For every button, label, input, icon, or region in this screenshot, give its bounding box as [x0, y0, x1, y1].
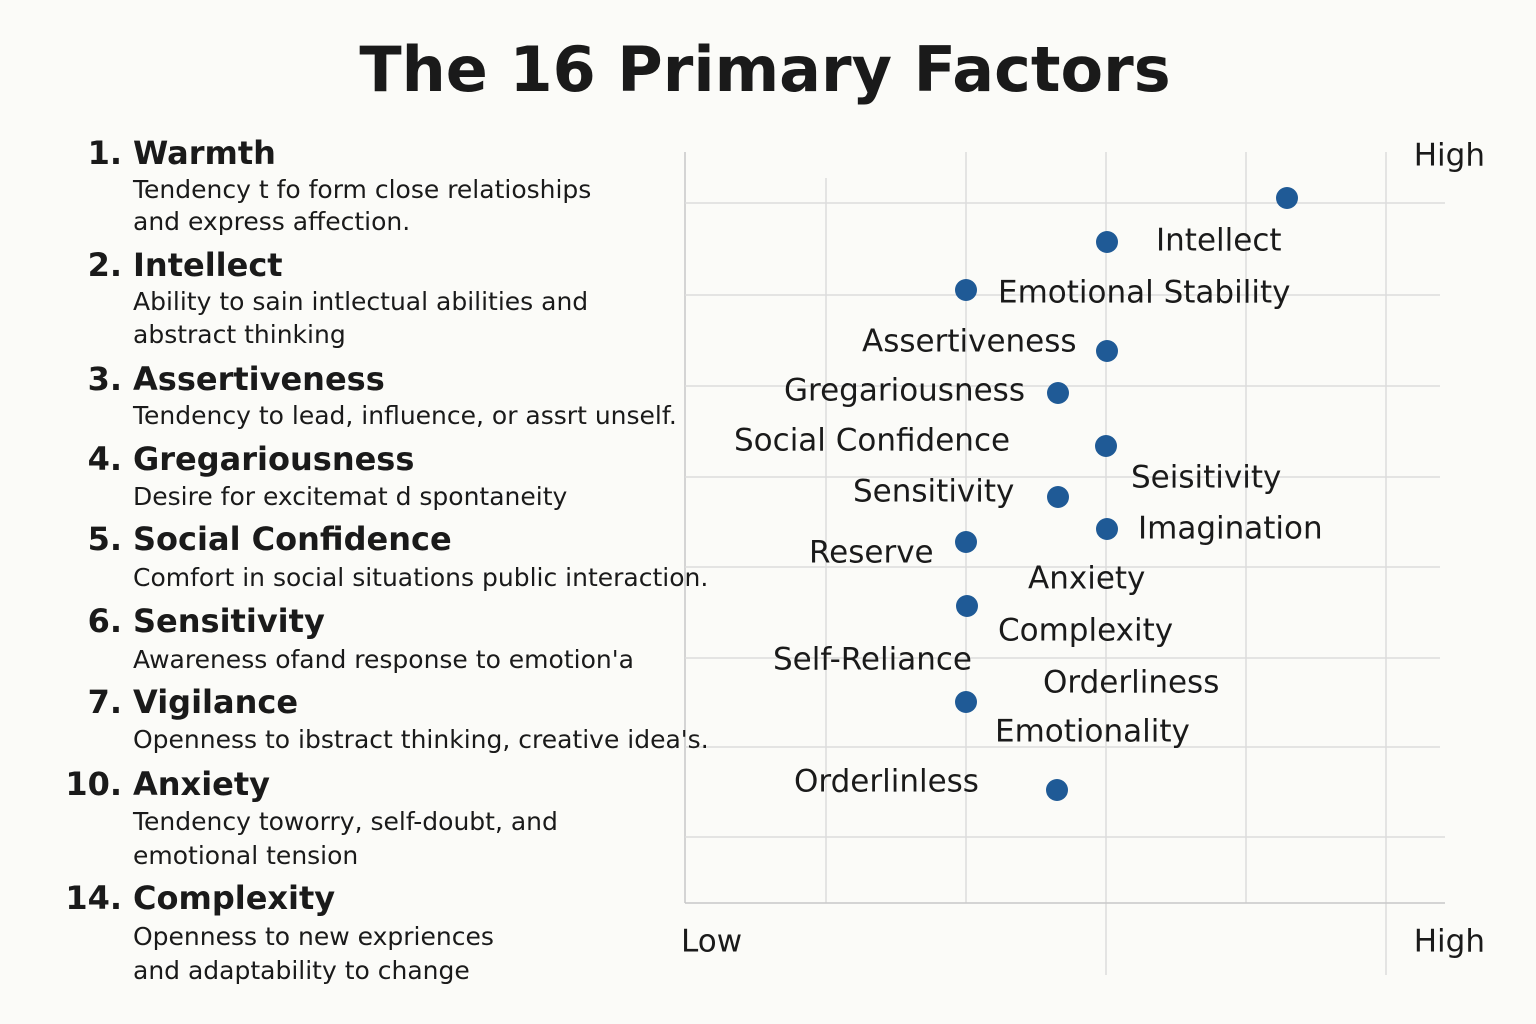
factor-name: Gregariousness: [133, 440, 414, 478]
factor-number: 3.: [88, 360, 122, 398]
factor-name: Vigilance: [133, 683, 298, 721]
point-label: Assertiveness: [862, 324, 1077, 360]
factor-description: Desire for excitemat d spontaneity: [133, 482, 568, 511]
factor-number: 10.: [65, 765, 122, 803]
factor-name: Warmth: [133, 134, 276, 172]
grid: [684, 152, 1445, 975]
factor-name: Anxiety: [133, 765, 270, 803]
factor-description: Comfort in social situations public inte…: [133, 563, 708, 592]
dots: [955, 187, 1298, 801]
factor-description: Ability to sain intlectual abilities and: [133, 287, 588, 316]
factor-description: Tendency t fo form close relatioships: [132, 175, 591, 204]
point-label: Anxiety: [1028, 561, 1145, 597]
point-label: Self-Reliance: [773, 642, 972, 678]
factor-description: Openness to new expriences: [133, 922, 494, 951]
factor-name: Assertiveness: [133, 360, 385, 398]
point-label: Orderliness: [1043, 665, 1219, 701]
point-label: Intellect: [1156, 223, 1282, 259]
point-label: Sensitivity: [853, 474, 1014, 510]
title: The 16 Primary Factors: [359, 33, 1170, 106]
factor-description: Tendency to lead, influence, or assrt un…: [132, 401, 677, 430]
factor-description: Openness to ibstract thinking, creative …: [133, 725, 709, 754]
factor-description: and adaptability to change: [133, 956, 470, 985]
factor-number: 4.: [88, 440, 122, 478]
factor-name: Sensitivity: [133, 602, 325, 640]
factor-number: 1.: [88, 134, 122, 172]
factor-description: Awareness ofand response to emotion'a: [133, 645, 634, 674]
point-label: Social Confidence: [734, 423, 1010, 459]
axis-label: High: [1414, 924, 1485, 960]
point-label: Imagination: [1138, 511, 1323, 547]
factor-number: 14.: [65, 879, 122, 917]
factor-number: 7.: [88, 683, 122, 721]
factor-number: 5.: [88, 520, 122, 558]
point-label: Emotionality: [995, 714, 1190, 750]
point-label: Complexity: [998, 613, 1173, 649]
axis-label: Low: [681, 924, 742, 960]
point-label: Gregariousness: [784, 373, 1025, 409]
factor-description: emotional tension: [133, 841, 358, 870]
factor-description: Tendency toworry, self-doubt, and: [132, 807, 558, 836]
factor-description: and express affection.: [133, 207, 410, 236]
point-label: Seisitivity: [1131, 460, 1281, 496]
factor-name: Social Confidence: [133, 520, 452, 558]
factor-name: Complexity: [133, 879, 335, 917]
factor-number: 6.: [88, 602, 122, 640]
point-label: Reserve: [809, 535, 934, 571]
point-label: Orderlinless: [794, 764, 979, 800]
point-label: Emotional Stability: [998, 275, 1290, 311]
factor-name: Intellect: [133, 246, 283, 284]
factor-number: 2.: [88, 246, 122, 284]
factor-description: abstract thinking: [133, 320, 346, 349]
axis-label: High: [1414, 138, 1485, 174]
